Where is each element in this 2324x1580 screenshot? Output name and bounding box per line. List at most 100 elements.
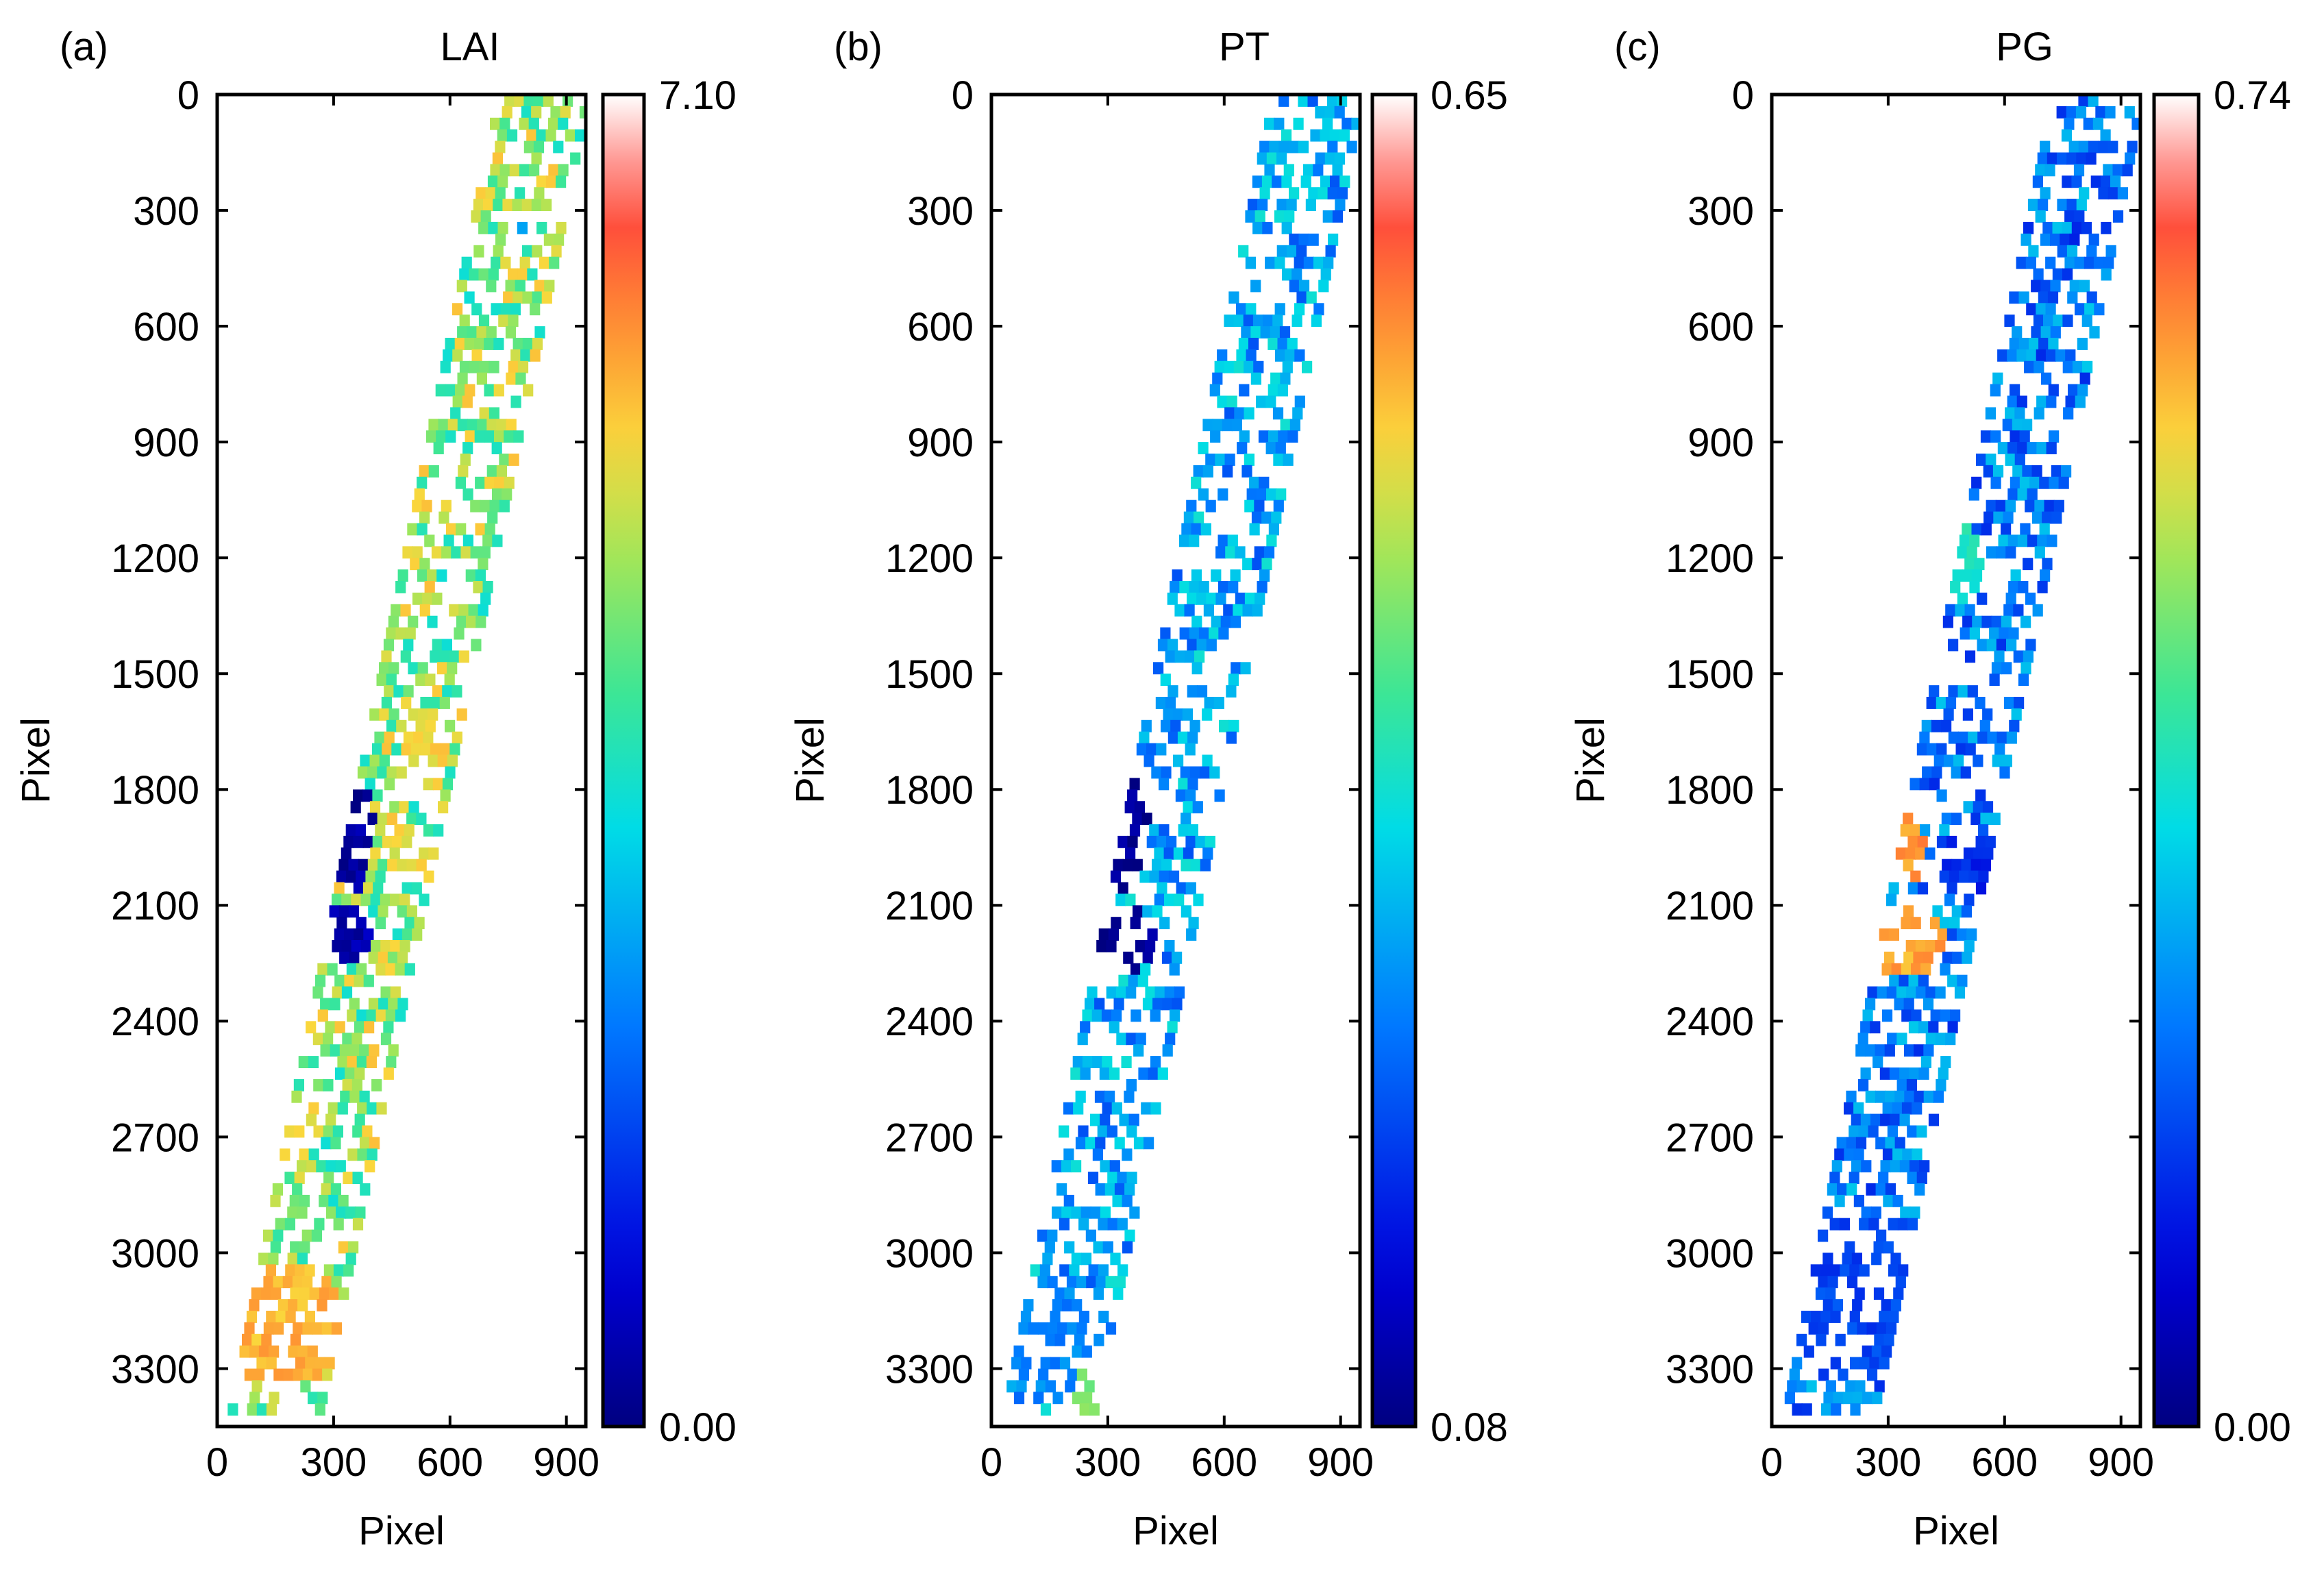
data-cell [1277,338,1288,350]
data-cell [556,175,567,188]
data-cell [1327,140,1338,153]
data-cell [1332,210,1344,223]
data-cell [317,1299,327,1311]
data-cell [1244,499,1255,513]
data-cell [1233,360,1245,373]
data-cell [353,835,364,848]
data-cell [1851,1252,1862,1266]
data-cell [1242,558,1253,571]
data-cell [348,905,360,918]
data-cell [254,1368,265,1381]
data-cell [483,199,494,211]
data-cell [1938,1067,1949,1080]
data-cell [396,719,407,732]
data-cell [349,998,360,1011]
data-cell [354,974,364,987]
data-cell [1996,546,2007,559]
data-cell [1986,639,1997,652]
x-tick-label: 600 [1191,1440,1257,1485]
data-cell [495,140,506,153]
data-cell [1035,1380,1046,1393]
data-cell [469,268,480,281]
data-cell [486,465,497,478]
data-cell [1885,1090,1896,1103]
data-cell [475,476,486,489]
data-cell [1198,627,1210,640]
data-cell [339,951,350,964]
data-cell [1956,928,1968,941]
data-cell [1160,627,1171,640]
data-cell [1900,824,1911,837]
data-cell [357,766,369,779]
data-cell [333,1218,344,1231]
data-cell [2073,164,2085,177]
data-cell [2023,558,2034,571]
data-cell [1200,859,1211,872]
data-cell [423,778,434,791]
data-cell [1167,731,1178,744]
data-cell [362,789,373,802]
data-cell [496,465,507,478]
data-cell [1085,998,1096,1011]
data-cell [1888,1218,1899,1231]
data-cell [1135,940,1146,952]
data-cell [523,384,534,397]
data-cell [1835,1333,1846,1346]
data-cell [1308,233,1319,246]
data-cell [1918,1067,1929,1080]
data-cell [1986,546,1997,559]
data-cell [548,117,559,130]
data-cell [1969,581,1980,593]
data-cell [1830,1264,1841,1277]
data-cell [1254,592,1265,605]
data-cell [1095,1183,1106,1196]
data-cell [533,140,545,153]
data-cell [376,1102,387,1115]
data-cell [1094,1090,1106,1103]
data-cell [306,1113,317,1126]
data-cell [1111,917,1122,930]
data-cell [408,615,419,628]
data-cell [1858,1078,1869,1091]
data-cell [1258,430,1270,443]
data-cell [550,106,561,119]
data-cell [1194,511,1204,524]
data-cell [1323,256,1334,269]
data-cell [1850,1403,1861,1416]
data-cell [1945,604,1956,617]
data-cell [1149,870,1160,883]
data-cell [491,256,502,269]
data-cell [1016,1380,1027,1393]
data-cell [1796,1333,1807,1346]
data-cell [360,893,371,906]
data-cell [2027,199,2039,211]
data-cell [359,1044,370,1057]
data-cell [548,164,559,177]
data-cell [1896,1078,1907,1091]
x-tick-label: 0 [1761,1440,1783,1485]
data-cell [2062,360,2073,373]
data-cell [1259,187,1270,200]
x-tick-label: 600 [1971,1440,2038,1485]
data-cell [1182,708,1193,721]
data-cell [1064,1241,1075,1254]
data-cell [530,303,541,316]
data-cell [1961,859,1972,872]
data-cell [1113,998,1124,1011]
data-cell [2074,256,2085,269]
data-cell [447,754,458,767]
data-cell [2018,581,2029,593]
data-cell [497,129,508,142]
data-cell [1968,731,1979,744]
data-cell [323,1033,334,1046]
data-cell [1228,581,1239,593]
data-cell [2037,581,2048,593]
data-cell [1966,546,1977,559]
data-cell [386,674,397,687]
data-cell [1947,1021,1958,1034]
data-cell [1948,685,1959,698]
data-cell [364,1021,375,1034]
data-cell [1059,1357,1071,1370]
data-cell [367,859,378,872]
data-cell [410,558,421,571]
